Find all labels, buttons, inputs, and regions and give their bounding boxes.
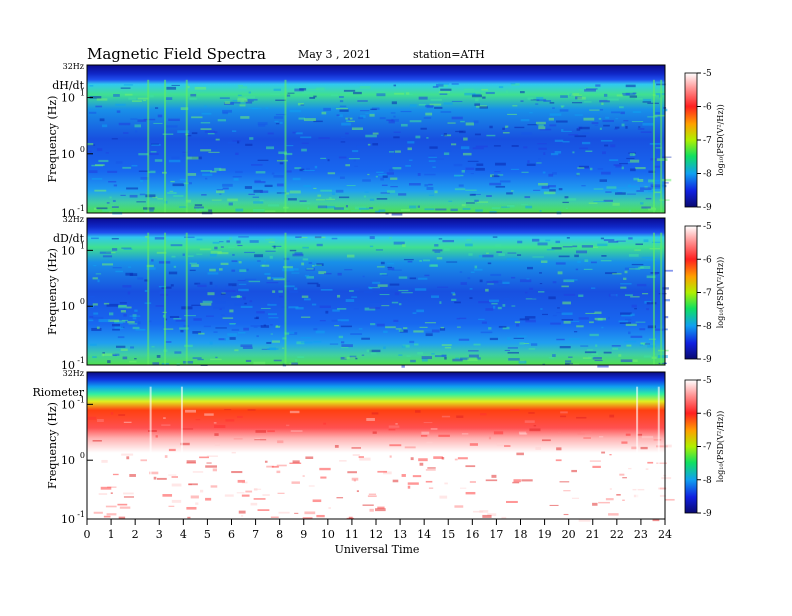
x-tick-label: 13 (393, 528, 407, 541)
y-tick-exponent: -1 (77, 204, 85, 213)
colorbar-tick-label: -8 (703, 476, 712, 486)
colorbar-tick-label: -9 (703, 203, 712, 213)
x-tick-label: 24 (658, 528, 672, 541)
y-tick-label: 10 (61, 398, 75, 411)
x-tick-label: 1 (108, 528, 115, 541)
y-tick-exponent: 0 (80, 297, 85, 306)
x-tick-label: 10 (321, 528, 335, 541)
colorbar-label: log₁₀(PSD(V²/Hz)) (716, 104, 725, 176)
colorbar (684, 379, 698, 514)
x-tick-label: 5 (204, 528, 211, 541)
panel-frame (86, 64, 666, 214)
spectrogram-texture (87, 79, 672, 216)
y-tick-label: 10 (61, 359, 75, 372)
y-axis-label: Frequency (Hz) (46, 402, 59, 489)
colorbar-tick-label: -9 (703, 509, 712, 519)
x-tick-label: 22 (610, 528, 624, 541)
panel-label: Riometer (32, 386, 84, 399)
figure-date: May 3 , 2021 (298, 48, 371, 61)
x-tick-label: 20 (562, 528, 576, 541)
y-tick-label: 10 (61, 300, 75, 313)
y-axis-label: Frequency (Hz) (46, 96, 59, 183)
colorbar-tick-label: -5 (703, 376, 712, 386)
x-tick-label: 23 (634, 528, 648, 541)
y-tick-label: 10 (61, 148, 75, 161)
x-tick-label: 18 (514, 528, 528, 541)
x-tick-label: 3 (156, 528, 163, 541)
figure-station: station=ATH (413, 48, 485, 61)
colorbar (684, 72, 698, 208)
spectrogram-texture (87, 386, 675, 522)
colorbar-tick-label: -7 (703, 289, 712, 299)
colorbar-tick-label: -5 (703, 69, 712, 79)
colorbar-tick-label: -6 (703, 103, 712, 113)
y-tick-label: 10 (61, 207, 75, 220)
colorbar-tick-label: -7 (703, 443, 712, 453)
colorbar-tick-label: -5 (703, 222, 712, 232)
y-tick-exponent: 1 (80, 241, 85, 250)
x-tick-label: 19 (538, 528, 552, 541)
colorbar (684, 225, 698, 360)
colorbar-tick-label: -9 (703, 355, 712, 365)
panel-frame (86, 217, 666, 366)
colorbar-label: log₁₀(PSD(V²/Hz)) (716, 411, 725, 483)
x-tick-label: 4 (180, 528, 187, 541)
panel-label: dH/dt (52, 79, 84, 92)
y-tick-label: 10 (61, 454, 75, 467)
x-tick-label: 17 (489, 528, 503, 541)
colorbar-tick-label: -7 (703, 136, 712, 146)
x-tick-label: 15 (441, 528, 455, 541)
figure-title: Magnetic Field Spectra (87, 45, 266, 63)
y-tick-exponent: 1 (80, 89, 85, 98)
x-tick-label: 12 (369, 528, 383, 541)
x-tick-label: 0 (84, 528, 91, 541)
y-tick-exponent: -1 (77, 510, 85, 519)
x-tick-label: 21 (586, 528, 600, 541)
spectrogram-background (87, 65, 665, 213)
x-tick-label: 8 (276, 528, 283, 541)
top-frequency-label: 32Hz (63, 369, 84, 378)
colorbar-tick-label: -6 (703, 255, 712, 265)
colorbar-tick-label: -8 (703, 322, 712, 332)
panel-label: dD/dt (53, 232, 85, 245)
colorbar-tick-label: -8 (703, 170, 712, 180)
x-tick-label: 9 (300, 528, 307, 541)
colorbar-tick-label: -6 (703, 409, 712, 419)
y-tick-exponent: 0 (80, 145, 85, 154)
x-tick-label: 6 (228, 528, 235, 541)
top-frequency-label: 32Hz (63, 62, 84, 71)
time-axis: 0 1 2 3 4 5 6 7 8 9 10 11 12 13 14 15 16 17 18 19 20 21 22 23 24 (84, 519, 672, 541)
spectrogram-background (87, 218, 665, 365)
y-tick-exponent: 0 (80, 451, 85, 460)
y-tick-exponent: -1 (77, 356, 85, 365)
x-tick-label: 14 (417, 528, 431, 541)
y-axis-label: Frequency (Hz) (46, 248, 59, 335)
x-axis-label: Universal Time (335, 543, 420, 556)
y-tick-label: 10 (61, 244, 75, 257)
top-frequency-label: 32Hz (63, 215, 84, 224)
y-tick-label: 10 (61, 513, 75, 526)
x-tick-label: 16 (465, 528, 479, 541)
y-tick-label: 10 (61, 92, 75, 105)
x-tick-label: 2 (132, 528, 139, 541)
x-tick-label: 11 (345, 528, 359, 541)
y-tick-exponent: -1 (77, 395, 85, 404)
x-tick-label: 7 (252, 528, 259, 541)
spectrogram-texture (88, 232, 673, 368)
colorbar-label: log₁₀(PSD(V²/Hz)) (716, 257, 725, 329)
